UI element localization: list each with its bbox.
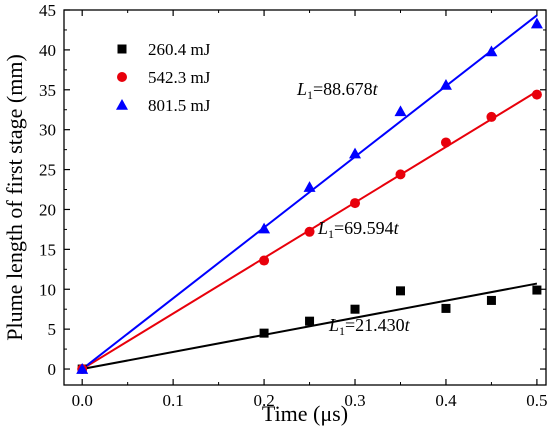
data-point (531, 89, 542, 100)
data-point (395, 169, 406, 180)
data-point (395, 286, 405, 296)
data-point (350, 304, 360, 314)
y-tick-label: 30 (39, 121, 56, 140)
fit-equation-label: L1=88.678t (296, 79, 379, 102)
y-tick-label: 5 (48, 320, 57, 339)
y-tick-label: 45 (39, 1, 56, 20)
data-point (532, 285, 542, 295)
x-tick-label: 0.3 (344, 391, 365, 410)
legend: 260.4 mJ 542.3 mJ 801.5 mJ (116, 40, 211, 115)
y-tick-label: 25 (39, 161, 56, 180)
data-point (76, 363, 89, 374)
y-tick-label: 10 (39, 280, 56, 299)
legend-marker (117, 72, 127, 82)
data-point (303, 181, 316, 192)
data-point (349, 147, 362, 159)
y-axis-title: Plume length of first stage (mm) (2, 54, 27, 341)
data-point (304, 226, 315, 237)
y-tick-label: 15 (39, 240, 56, 259)
x-tick-label: 0.5 (526, 391, 547, 410)
y-tick-label: 35 (39, 81, 56, 100)
data-point (485, 45, 498, 57)
x-tick-label: 0.2 (253, 391, 274, 410)
x-tick-label: 0.1 (163, 391, 184, 410)
data-point (486, 111, 497, 122)
data-point (394, 105, 407, 117)
data-point (305, 316, 315, 326)
y-tick-label: 40 (39, 41, 56, 60)
legend-marker (116, 99, 128, 110)
data-point (259, 255, 270, 266)
data-point (259, 328, 269, 338)
x-axis-title: Time (μs) (262, 401, 348, 426)
legend-marker (117, 44, 127, 54)
fit-equation-label: L1=21.430t (328, 315, 411, 338)
x-tick-label: 0.0 (72, 391, 93, 410)
data-point (258, 222, 271, 234)
legend-label: 542.3 mJ (148, 68, 211, 87)
fit-equation-label: L1=69.594t (317, 218, 400, 241)
plot-area (63, 9, 547, 386)
x-tick-label: 0.4 (435, 391, 457, 410)
axis-ticks: 0.0 0.1 0.2 0.3 0.4 0.5 0 5 10 15 20 25 30 35 40 45 (39, 1, 548, 410)
legend-label: 801.5 mJ (148, 96, 211, 115)
plot-frame (63, 9, 547, 386)
fit-line (82, 282, 538, 371)
legend-label: 260.4 mJ (148, 40, 211, 59)
data-point (486, 295, 496, 305)
data-point (441, 303, 451, 313)
y-tick-label: 0 (48, 360, 57, 379)
data-point (439, 79, 452, 90)
fit-annotations: L1=88.678t L1=69.594t L1=21.430t (296, 79, 411, 338)
data-markers (76, 17, 543, 375)
y-tick-label: 20 (39, 200, 56, 219)
fit-line (81, 14, 538, 370)
data-point (350, 198, 361, 209)
data-point (440, 137, 451, 148)
data-point (530, 17, 543, 29)
